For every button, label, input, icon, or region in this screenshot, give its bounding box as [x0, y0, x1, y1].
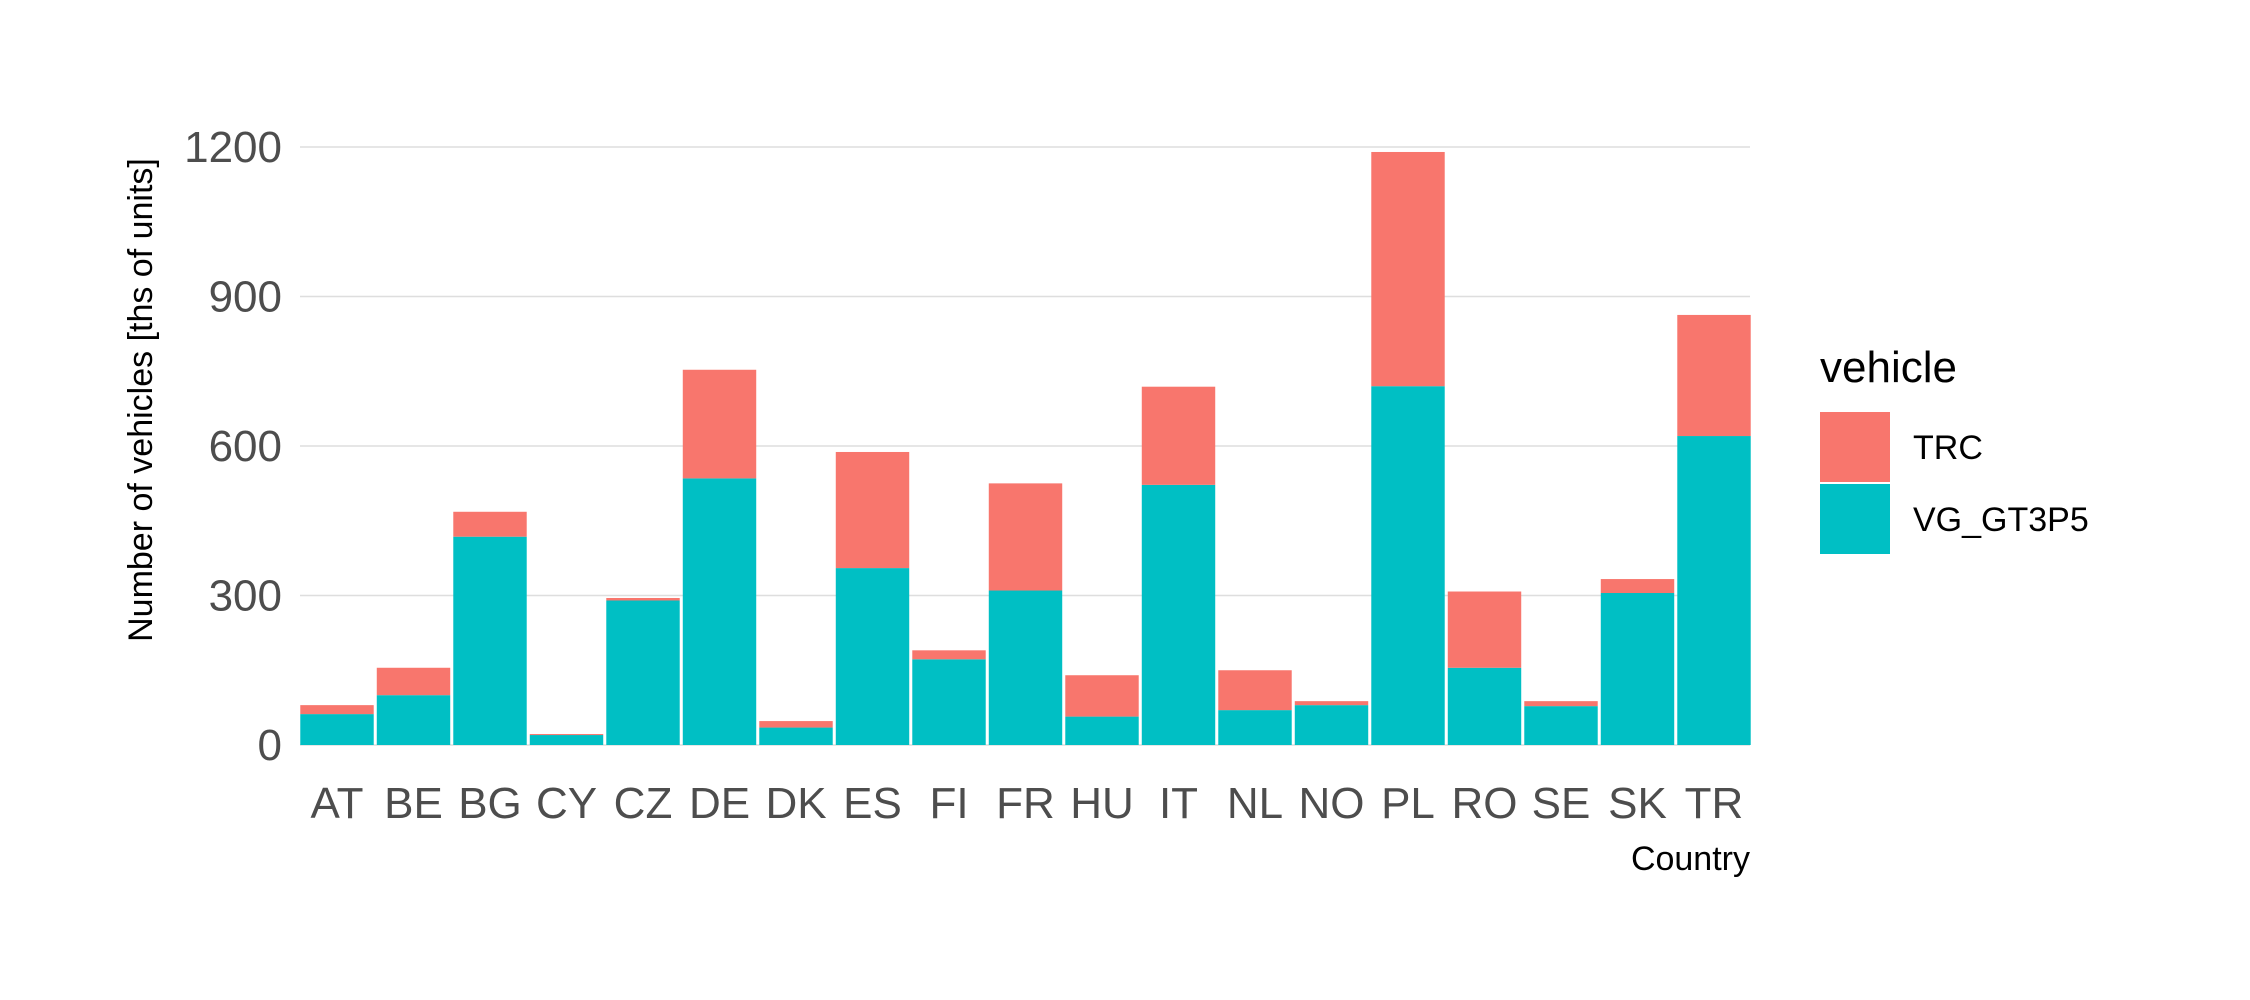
x-tick-label-DE: DE — [689, 779, 750, 828]
y-tick-label-1200: 1200 — [184, 123, 282, 172]
bar-VG_GT3P5-PL — [1371, 386, 1445, 745]
x-tick-label-FI: FI — [929, 779, 968, 828]
bar-TRC-SE — [1524, 701, 1598, 707]
bar-VG_GT3P5-DE — [682, 478, 757, 745]
bar-VG_GT3P5-FR — [988, 590, 1063, 745]
y-tick-label-300: 300 — [209, 572, 282, 621]
y-tick-labels: 0 300 600 900 1200 — [184, 123, 282, 770]
x-tick-label-HU: HU — [1070, 779, 1134, 828]
legend-key-VG_GT3P5 — [1820, 484, 1890, 554]
x-tick-label-SK: SK — [1608, 779, 1667, 828]
bar-TRC-ES — [835, 451, 910, 569]
bar-VG_GT3P5-TR — [1677, 436, 1751, 745]
x-axis-title: Country — [1631, 840, 1750, 878]
y-tick-label-900: 900 — [209, 273, 282, 322]
x-tick-label-BG: BG — [458, 779, 522, 828]
bar-TRC-FR — [988, 483, 1063, 591]
bar-TRC-AT — [300, 705, 374, 715]
bar-TRC-NL — [1218, 670, 1292, 711]
bar-VG_GT3P5-NO — [1294, 705, 1369, 745]
bar-VG_GT3P5-ES — [835, 568, 910, 745]
bar-VG_GT3P5-RO — [1447, 667, 1522, 745]
bar-VG_GT3P5-NL — [1218, 710, 1292, 745]
bar-TRC-BE — [376, 667, 451, 696]
bar-VG_GT3P5-SK — [1600, 593, 1675, 745]
x-tick-label-RO: RO — [1452, 779, 1518, 828]
y-tick-label-0: 0 — [258, 721, 282, 770]
bar-VG_GT3P5-DK — [759, 727, 833, 745]
bar-TRC-DE — [682, 369, 757, 479]
x-tick-label-CZ: CZ — [614, 779, 673, 828]
bar-TRC-BG — [453, 511, 527, 537]
bar-VG_GT3P5-FI — [912, 659, 986, 745]
x-tick-labels: AT BE BG CY CZ DE DK ES FI FR HU IT NL NO PL RO SE SK TR — [311, 779, 1744, 828]
legend-label-VG_GT3P5: VG_GT3P5 — [1913, 501, 2089, 539]
bar-TRC-CZ — [606, 597, 680, 601]
bar-TRC-SK — [1600, 579, 1675, 594]
bar-TRC-NO — [1294, 701, 1369, 706]
bar-TRC-DK — [759, 721, 833, 728]
x-tick-label-DK: DK — [765, 779, 826, 828]
x-tick-label-CY: CY — [536, 779, 597, 828]
bar-VG_GT3P5-BG — [453, 536, 527, 745]
x-tick-label-NL: NL — [1227, 779, 1283, 828]
x-tick-label-TR: TR — [1685, 779, 1744, 828]
x-tick-label-ES: ES — [843, 779, 902, 828]
bar-VG_GT3P5-SE — [1524, 706, 1598, 745]
bar-TRC-RO — [1447, 591, 1522, 668]
y-tick-label-600: 600 — [209, 422, 282, 471]
bar-VG_GT3P5-CY — [529, 735, 604, 745]
legend-key-TRC — [1820, 412, 1890, 482]
x-tick-label-NO: NO — [1299, 779, 1365, 828]
y-axis-title: Number of vehicles [ths of units] — [122, 158, 160, 642]
x-tick-label-SE: SE — [1532, 779, 1591, 828]
bar-VG_GT3P5-AT — [300, 714, 374, 745]
bar-VG_GT3P5-IT — [1141, 484, 1216, 745]
bar-TRC-TR — [1677, 314, 1751, 437]
bar-VG_GT3P5-HU — [1065, 716, 1139, 745]
legend-label-TRC: TRC — [1913, 429, 1983, 467]
x-tick-label-FR: FR — [996, 779, 1055, 828]
x-tick-label-AT: AT — [311, 779, 364, 828]
bar-TRC-HU — [1065, 675, 1139, 717]
bar-VG_GT3P5-CZ — [606, 600, 680, 745]
x-tick-label-IT: IT — [1159, 779, 1198, 828]
x-tick-label-BE: BE — [384, 779, 443, 828]
legend: vehicle TRC VG_GT3P5 — [1820, 343, 2089, 554]
bar-TRC-FI — [912, 650, 986, 660]
bar-VG_GT3P5-BE — [376, 695, 451, 745]
legend-title: vehicle — [1820, 343, 1957, 392]
bar-TRC-PL — [1371, 151, 1445, 387]
x-tick-label-PL: PL — [1381, 779, 1435, 828]
bar-TRC-IT — [1141, 386, 1216, 485]
bars — [300, 151, 1751, 745]
bar-TRC-CY — [529, 734, 604, 736]
